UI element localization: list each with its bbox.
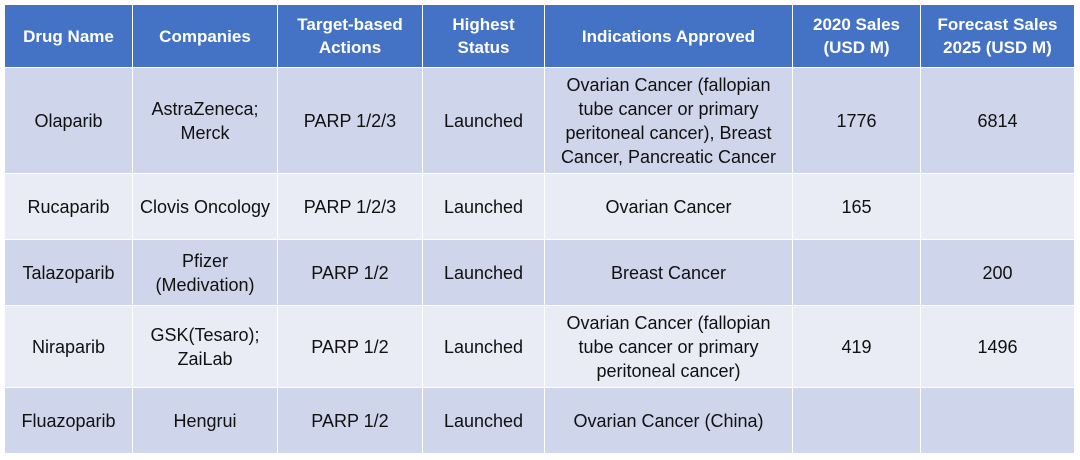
cell-2020-sales: [792, 239, 921, 306]
table-row: Talazoparib Pfizer (Medivation) PARP 1/2…: [4, 239, 1075, 306]
cell-2020-sales: 1776: [792, 67, 921, 174]
cell-2020-sales: [792, 387, 921, 454]
cell-2020-sales: 165: [792, 173, 921, 240]
table-row: Rucaparib Clovis Oncology PARP 1/2/3 Lau…: [4, 173, 1075, 240]
table-header: Drug Name Companies Target-based Actions…: [4, 4, 1075, 68]
cell-indications-approved: Ovarian Cancer (fallopian tube cancer or…: [544, 67, 793, 174]
cell-highest-status: Launched: [422, 387, 545, 454]
cell-highest-status: Launched: [422, 305, 545, 388]
cell-drug-name: Talazoparib: [4, 239, 133, 306]
cell-drug-name: Niraparib: [4, 305, 133, 388]
cell-target-based-actions: PARP 1/2/3: [277, 67, 423, 174]
cell-indications-approved: Ovarian Cancer (China): [544, 387, 793, 454]
header-companies: Companies: [132, 4, 278, 68]
cell-forecast-sales-2025: 200: [920, 239, 1075, 306]
table-row: Olaparib AstraZeneca; Merck PARP 1/2/3 L…: [4, 67, 1075, 174]
cell-highest-status: Launched: [422, 173, 545, 240]
cell-indications-approved: Ovarian Cancer (fallopian tube cancer or…: [544, 305, 793, 388]
cell-companies: Hengrui: [132, 387, 278, 454]
header-row: Drug Name Companies Target-based Actions…: [4, 4, 1075, 68]
cell-indications-approved: Ovarian Cancer: [544, 173, 793, 240]
cell-target-based-actions: PARP 1/2/3: [277, 173, 423, 240]
header-drug-name: Drug Name: [4, 4, 133, 68]
cell-forecast-sales-2025: [920, 173, 1075, 240]
header-highest-status: Highest Status: [422, 4, 545, 68]
table-row: Niraparib GSK(Tesaro); ZaiLab PARP 1/2 L…: [4, 305, 1075, 388]
header-forecast-sales-2025: Forecast Sales 2025 (USD M): [920, 4, 1075, 68]
cell-drug-name: Rucaparib: [4, 173, 133, 240]
cell-highest-status: Launched: [422, 239, 545, 306]
header-indications-approved: Indications Approved: [544, 4, 793, 68]
cell-drug-name: Olaparib: [4, 67, 133, 174]
cell-2020-sales: 419: [792, 305, 921, 388]
cell-forecast-sales-2025: [920, 387, 1075, 454]
data-table: Drug Name Companies Target-based Actions…: [4, 4, 1075, 454]
header-2020-sales: 2020 Sales (USD M): [792, 4, 921, 68]
cell-highest-status: Launched: [422, 67, 545, 174]
header-target-based-actions: Target-based Actions: [277, 4, 423, 68]
cell-companies: Clovis Oncology: [132, 173, 278, 240]
table-row: Fluazoparib Hengrui PARP 1/2 Launched Ov…: [4, 387, 1075, 454]
cell-drug-name: Fluazoparib: [4, 387, 133, 454]
cell-forecast-sales-2025: 1496: [920, 305, 1075, 388]
cell-companies: Pfizer (Medivation): [132, 239, 278, 306]
cell-target-based-actions: PARP 1/2: [277, 387, 423, 454]
cell-forecast-sales-2025: 6814: [920, 67, 1075, 174]
cell-target-based-actions: PARP 1/2: [277, 305, 423, 388]
table-body: Olaparib AstraZeneca; Merck PARP 1/2/3 L…: [4, 67, 1075, 454]
cell-indications-approved: Breast Cancer: [544, 239, 793, 306]
cell-companies: GSK(Tesaro); ZaiLab: [132, 305, 278, 388]
cell-companies: AstraZeneca; Merck: [132, 67, 278, 174]
cell-target-based-actions: PARP 1/2: [277, 239, 423, 306]
